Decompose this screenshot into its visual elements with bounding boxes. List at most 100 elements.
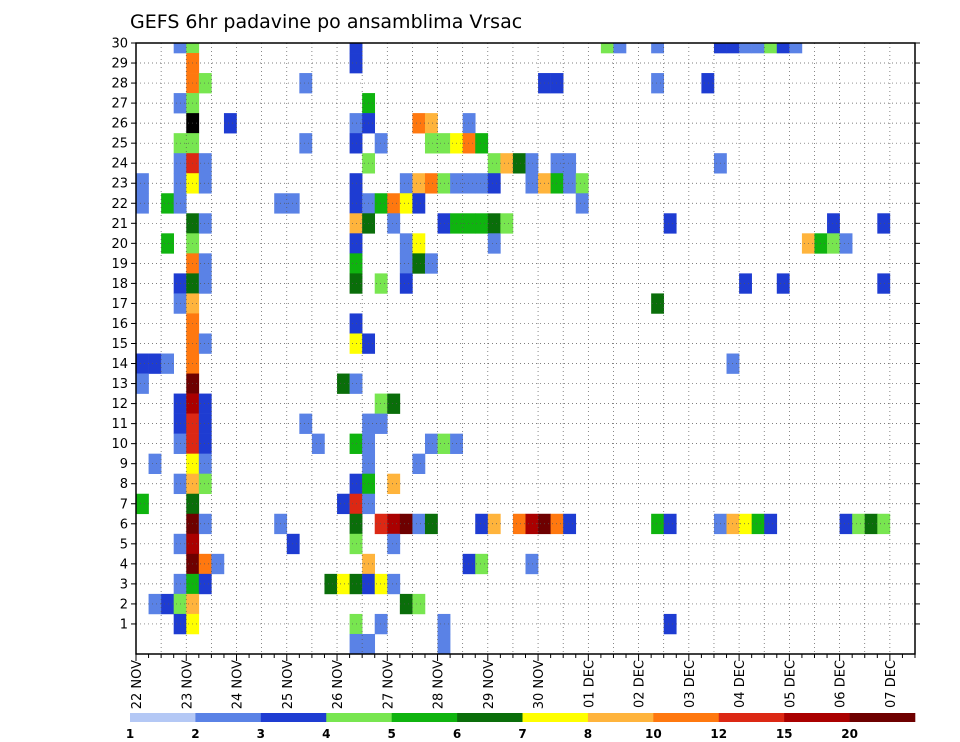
heatmap-cell	[198, 513, 212, 535]
heatmap-cell	[563, 153, 577, 174]
heatmap-cell	[827, 213, 840, 234]
y-tick-label: 21	[111, 217, 128, 232]
x-tick-label: 23 NOV	[180, 660, 195, 709]
heatmap-cell	[198, 473, 212, 495]
heatmap-cell	[412, 113, 426, 134]
heatmap-cell	[739, 273, 752, 294]
heatmap-cell	[613, 43, 627, 54]
heatmap-cell	[186, 43, 200, 54]
x-tick-label: 24 NOV	[231, 660, 246, 709]
heatmap-cell	[651, 513, 665, 535]
y-tick-label: 3	[120, 577, 128, 592]
heatmap-cell	[198, 173, 212, 194]
heatmap-cell	[839, 233, 853, 254]
heatmap-cell	[739, 513, 752, 535]
heatmap-cell	[751, 513, 765, 535]
y-tick-label: 2	[120, 597, 128, 612]
y-tick-label: 9	[120, 457, 128, 472]
heatmap-cell	[487, 173, 501, 194]
x-tick-label: 25 NOV	[281, 660, 296, 709]
heatmap-cell	[525, 173, 539, 194]
heatmap-cell	[500, 153, 514, 174]
colorbar-label: 20	[841, 727, 858, 741]
heatmap-cell	[148, 593, 162, 615]
y-axis: 1234567891011121314151617181920212223242…	[111, 37, 920, 632]
y-tick-label: 14	[111, 357, 128, 372]
heatmap-cell	[713, 43, 727, 54]
colorbar-label: 10	[645, 727, 662, 741]
x-tick-label: 07 DEC	[884, 660, 899, 708]
heatmap-cell	[374, 393, 388, 414]
heatmap-cell	[299, 73, 313, 94]
heatmap-cell	[412, 193, 426, 214]
heatmap-cell	[437, 213, 451, 234]
heatmap-cell	[198, 333, 212, 354]
heatmap-cell	[739, 43, 752, 54]
heatmap-cells	[136, 43, 891, 655]
y-tick-label: 20	[111, 237, 128, 252]
heatmap-cell	[374, 613, 388, 635]
heatmap-cell	[412, 453, 426, 474]
x-tick-label: 05 DEC	[783, 660, 798, 708]
heatmap-cell	[198, 153, 212, 174]
y-tick-label: 24	[111, 157, 128, 172]
y-tick-label: 19	[111, 257, 128, 272]
heatmap-cell	[349, 633, 363, 655]
heatmap-cell	[161, 233, 174, 254]
heatmap-cell	[437, 133, 451, 154]
heatmap-cell	[161, 353, 174, 374]
heatmap-cell	[136, 493, 149, 515]
heatmap-cell	[563, 173, 577, 194]
y-tick-label: 26	[111, 117, 128, 132]
heatmap-cell	[362, 633, 376, 655]
colorbar-swatch	[849, 713, 916, 722]
heatmap-cell	[374, 513, 388, 535]
heatmap-cell	[374, 413, 388, 434]
heatmap-cell	[412, 593, 426, 615]
colorbar-swatch	[784, 713, 850, 722]
y-tick-label: 8	[120, 477, 128, 492]
x-tick-label: 22 NOV	[130, 660, 145, 709]
heatmap-cell	[198, 73, 212, 94]
heatmap-cell	[198, 253, 212, 274]
heatmap-cell	[751, 43, 765, 54]
heatmap-cell	[148, 353, 162, 374]
y-tick-label: 30	[111, 37, 128, 52]
heatmap-cell	[424, 433, 438, 454]
heatmap-cell	[726, 43, 740, 54]
heatmap-cell	[550, 73, 564, 94]
heatmap-cell	[550, 153, 564, 174]
heatmap-cell	[827, 233, 840, 254]
colorbar-swatch	[718, 713, 785, 722]
heatmap-cell	[374, 573, 388, 595]
x-tick-label: 06 DEC	[834, 660, 849, 708]
heatmap-cell	[462, 133, 476, 154]
heatmap-cell	[374, 133, 388, 154]
heatmap-cell	[399, 273, 413, 294]
y-tick-label: 17	[111, 297, 128, 312]
heatmap-cell	[299, 133, 313, 154]
heatmap-cell	[462, 213, 476, 234]
heatmap-cell	[864, 513, 878, 535]
colorbar-swatch	[522, 713, 589, 722]
heatmap-cell	[839, 513, 853, 535]
heatmap-cell	[462, 553, 476, 575]
heatmap-cell	[475, 173, 489, 194]
y-tick-label: 4	[120, 557, 128, 572]
heatmap-cell	[399, 193, 413, 214]
colorbar-swatch	[587, 713, 654, 722]
x-tick-label: 04 DEC	[733, 660, 748, 708]
heatmap-cell	[764, 43, 778, 54]
heatmap-cell	[399, 233, 413, 254]
colorbar-label: 8	[584, 727, 592, 741]
heatmap-cell	[136, 373, 149, 394]
colorbar-label: 6	[453, 727, 461, 741]
heatmap-cell	[424, 253, 438, 274]
heatmap-cell	[286, 533, 300, 555]
x-tick-label: 26 NOV	[331, 660, 346, 709]
heatmap-cell	[437, 433, 451, 454]
y-tick-label: 28	[111, 77, 128, 92]
heatmap-cell	[512, 153, 526, 174]
heatmap-cell	[337, 493, 350, 515]
